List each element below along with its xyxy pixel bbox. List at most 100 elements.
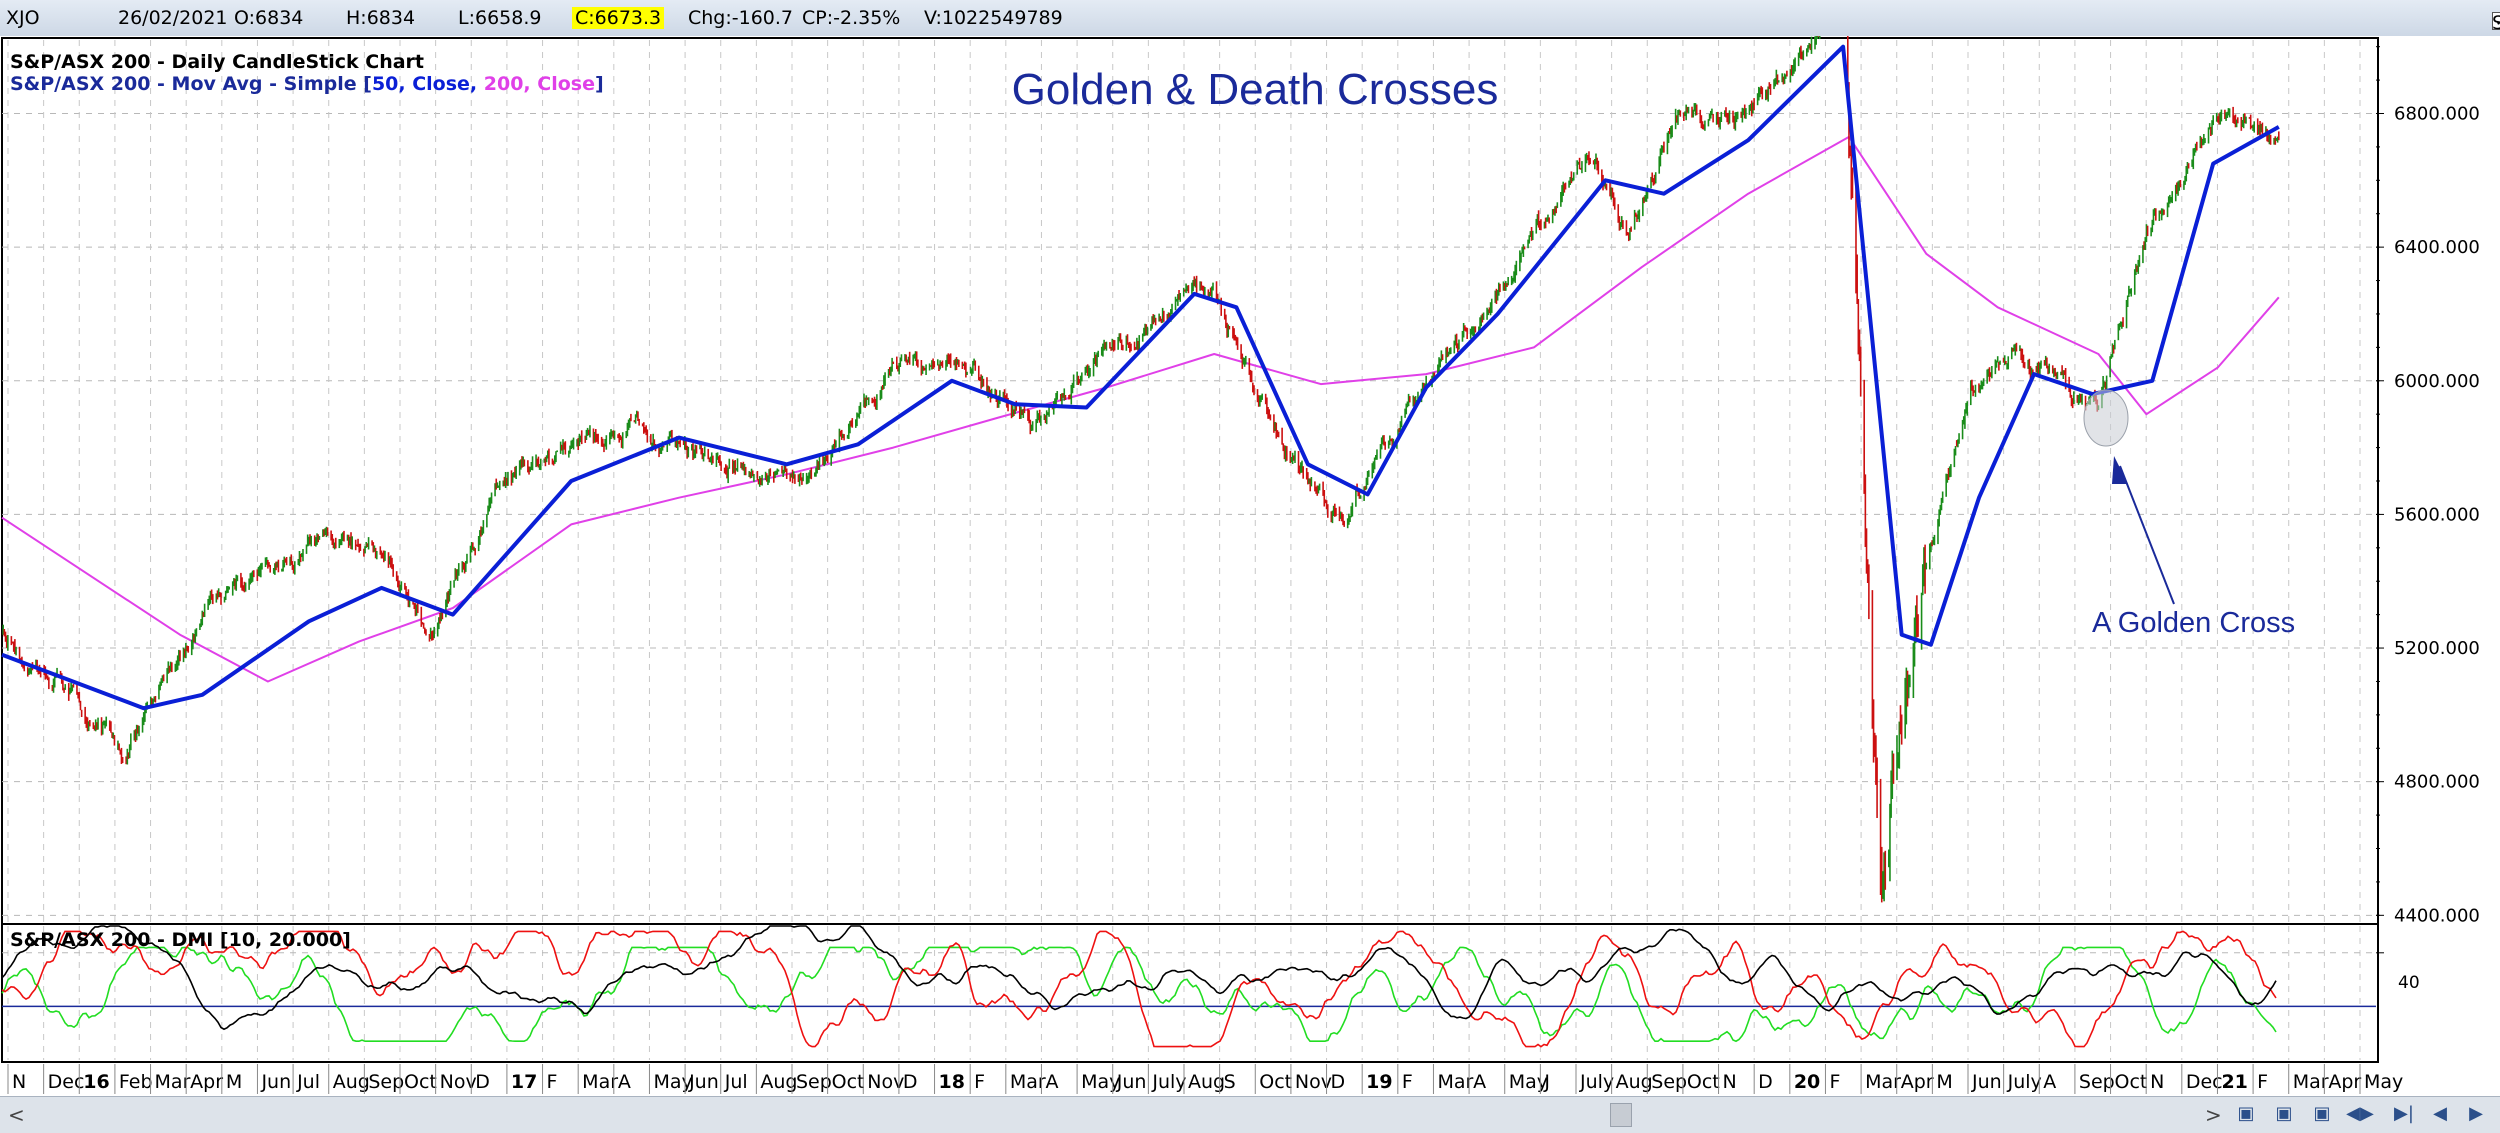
ma50-line xyxy=(1,44,2280,711)
scroll-right-icon[interactable]: > xyxy=(2205,1103,2222,1127)
ma50-legend: 50, Close, xyxy=(372,73,477,95)
open-value: O:6834 xyxy=(234,7,304,29)
scroll-bar[interactable]: < > ▣ ▣ ▣ ◀▶ ▶| ◀ ▶ xyxy=(0,1096,2500,1133)
scroll-left-icon[interactable]: < xyxy=(8,1103,25,1127)
low-value: L:6658.9 xyxy=(458,7,542,29)
x-tick-label: July xyxy=(1151,1071,1186,1093)
dmi-line-ADX xyxy=(1,925,2277,1031)
x-tick-label: A xyxy=(2043,1071,2056,1093)
x-tick-label: May xyxy=(2364,1071,2403,1093)
x-tick-label: Mar xyxy=(155,1071,191,1093)
date-label: 26/02/2021 xyxy=(118,7,228,29)
x-tick-label: Jun xyxy=(688,1071,719,1093)
x-tick-label: Oct xyxy=(404,1071,437,1093)
y-tick-label: 6800.000 xyxy=(2394,104,2480,125)
high-value: H:6834 xyxy=(346,7,416,29)
x-tick-label: Aug xyxy=(760,1071,797,1093)
x-tick-label: D xyxy=(903,1071,918,1093)
x-tick-label: 17 xyxy=(511,1071,537,1093)
x-tick-label: Jun xyxy=(1971,1071,2002,1093)
x-tick-label: Mar xyxy=(1010,1071,1046,1093)
x-tick-label: 18 xyxy=(939,1071,965,1093)
dmi-title: S&P/ASX 200 - DMI [10, 20.000] xyxy=(10,929,351,951)
x-tick-label: Oct xyxy=(2115,1071,2148,1093)
x-tick-label: Sep xyxy=(796,1071,832,1093)
y-tick-label: 4800.000 xyxy=(2394,772,2480,793)
x-tick-label: F xyxy=(1402,1071,1413,1093)
x-tick-label: Apr xyxy=(190,1071,223,1093)
x-tick-label: F xyxy=(974,1071,985,1093)
x-tick-label: Aug xyxy=(1616,1071,1653,1093)
x-tick-label: F xyxy=(1829,1071,1840,1093)
x-tick-label: S xyxy=(1224,1071,1236,1093)
x-tick-label: Mar xyxy=(1437,1071,1473,1093)
x-tick-label: Apr xyxy=(2328,1071,2361,1093)
dmi-y-tick: 40 xyxy=(2398,973,2420,993)
zoom-fit-icon[interactable]: ▣ xyxy=(2313,1103,2331,1124)
x-tick-label: Jun xyxy=(260,1071,291,1093)
x-tick-label: N xyxy=(1723,1071,1737,1093)
dmi-line--DI xyxy=(1,930,2277,1048)
x-tick-label: July xyxy=(1579,1071,1614,1093)
scroll-thumb[interactable] xyxy=(1610,1103,1632,1127)
x-tick-label: Aug xyxy=(333,1071,370,1093)
ma-legend-prefix: S&P/ASX 200 - Mov Avg - Simple [ xyxy=(10,73,372,95)
arrow-head-icon xyxy=(2112,456,2128,484)
x-tick-label: Oct xyxy=(1259,1071,1292,1093)
step-back-icon[interactable]: ◀ xyxy=(2433,1103,2447,1124)
symbol-label: XJO xyxy=(6,7,40,29)
x-tick-label: Nov xyxy=(867,1071,904,1093)
checkbox-icon[interactable]: ✓ xyxy=(2492,12,2500,30)
annotation-arrow-line xyxy=(2119,465,2175,605)
x-tick-label: F xyxy=(547,1071,558,1093)
x-tick-label: Jul xyxy=(296,1071,320,1093)
x-tick-label: Jul xyxy=(724,1071,748,1093)
x-tick-label: Apr xyxy=(1901,1071,1934,1093)
close-value: C:6673.3 xyxy=(572,7,665,29)
price-axis: 6800.000 6400.000 6000.000 5600.000 5200.000… xyxy=(2376,46,2480,926)
x-tick-label: M xyxy=(226,1071,242,1093)
x-tick-label: 19 xyxy=(1366,1071,1392,1093)
show-last-label: Show Last xyxy=(2492,12,2500,34)
x-tick-label: D xyxy=(1758,1071,1773,1093)
x-tick-label: May xyxy=(1081,1071,1120,1093)
x-tick-label: Sep xyxy=(368,1071,404,1093)
x-tick-label: Mar xyxy=(2293,1071,2329,1093)
golden-cross-label: A Golden Cross xyxy=(2092,607,2295,639)
y-tick-label: 4400.000 xyxy=(2394,905,2480,926)
zoom-out-icon[interactable]: ▣ xyxy=(2275,1103,2293,1124)
x-tick-label: Mar xyxy=(582,1071,618,1093)
zoom-in-icon[interactable]: ▣ xyxy=(2237,1103,2255,1124)
x-tick-label: Dec xyxy=(2186,1071,2223,1093)
x-tick-label: Feb xyxy=(119,1071,153,1093)
x-tick-label: J xyxy=(1543,1071,1550,1093)
step-forward-icon[interactable]: ▶ xyxy=(2469,1103,2483,1124)
x-tick-label: A xyxy=(1473,1071,1486,1093)
x-tick-label: Oct xyxy=(832,1071,865,1093)
chart-title: Golden & Death Crosses xyxy=(1012,65,1499,114)
x-tick-label: May xyxy=(653,1071,692,1093)
x-tick-label: 20 xyxy=(1794,1071,1820,1093)
x-tick-label: A xyxy=(1045,1071,1058,1093)
x-tick-label: Sep xyxy=(1651,1071,1687,1093)
x-tick-label: 16 xyxy=(83,1071,109,1093)
x-tick-label: Mar xyxy=(1865,1071,1901,1093)
y-tick-label: 6000.000 xyxy=(2394,371,2480,392)
go-end-icon[interactable]: ▶| xyxy=(2394,1103,2414,1124)
ma200-legend: 200, Close xyxy=(484,73,595,95)
x-tick-label: D xyxy=(475,1071,490,1093)
x-tick-label: N xyxy=(2150,1071,2164,1093)
y-tick-label: 5200.000 xyxy=(2394,638,2480,659)
x-tick-label: Nov xyxy=(1295,1071,1332,1093)
chart-area[interactable]: 6800.000 6400.000 6000.000 5600.000 5200.000… xyxy=(0,36,2500,1096)
x-tick-label: Oct xyxy=(1687,1071,1720,1093)
x-tick-label: F xyxy=(2257,1071,2268,1093)
x-tick-label: May xyxy=(1509,1071,1548,1093)
scroll-both-icon[interactable]: ◀▶ xyxy=(2346,1103,2374,1124)
dmi-panel: S&P/ASX 200 - DMI [10, 20.000] 40 xyxy=(1,923,2420,1063)
ma-legend: S&P/ASX 200 - Mov Avg - Simple [50, Clos… xyxy=(10,73,604,95)
x-tick-label: Nov xyxy=(440,1071,477,1093)
x-tick-label: Aug xyxy=(1188,1071,1225,1093)
y-tick-label: 5600.000 xyxy=(2394,504,2480,525)
